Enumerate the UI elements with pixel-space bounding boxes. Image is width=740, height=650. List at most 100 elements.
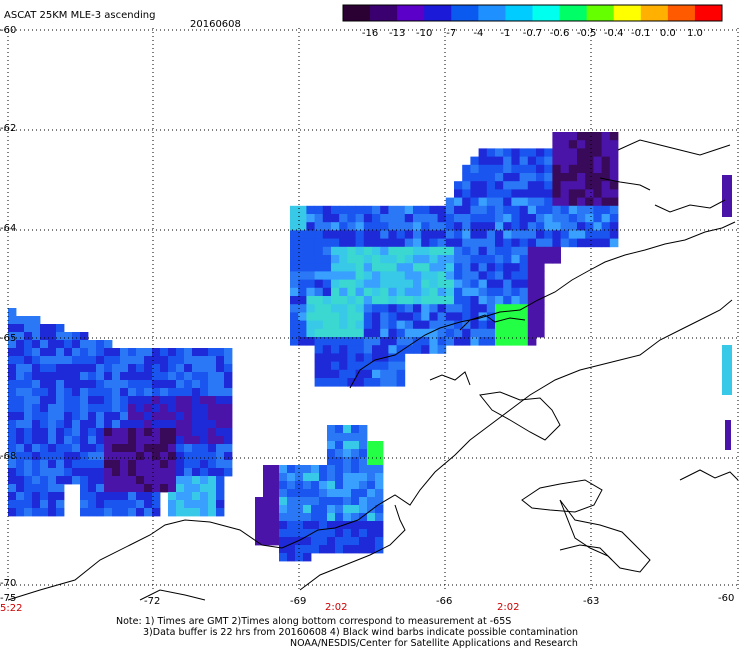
data-cell xyxy=(290,214,299,223)
data-cell xyxy=(495,320,504,330)
data-cell xyxy=(40,332,49,341)
data-cell xyxy=(128,460,137,469)
data-cell xyxy=(560,164,570,174)
data-cell xyxy=(8,412,17,421)
data-cell xyxy=(503,320,512,330)
data-cell xyxy=(32,476,41,485)
data-cell xyxy=(80,404,89,413)
data-cell xyxy=(536,164,545,174)
data-cell xyxy=(112,492,121,501)
data-cell xyxy=(331,205,340,215)
data-cell xyxy=(271,529,280,538)
data-cell xyxy=(388,312,397,321)
data-cell xyxy=(347,246,356,256)
data-cell xyxy=(112,364,121,373)
data-cell xyxy=(396,205,406,215)
data-cell xyxy=(40,452,49,461)
data-cell xyxy=(568,140,578,149)
data-cell xyxy=(577,197,586,207)
data-cell xyxy=(327,537,336,546)
data-cell xyxy=(128,444,137,453)
data-cell xyxy=(413,287,422,297)
data-cell xyxy=(486,296,496,305)
data-cell xyxy=(347,263,356,272)
data-cell xyxy=(24,340,33,349)
data-cell xyxy=(372,304,381,313)
data-cell xyxy=(380,214,389,223)
data-cell xyxy=(351,505,360,514)
data-cell xyxy=(287,505,296,514)
data-cell xyxy=(72,380,81,389)
data-cell xyxy=(96,348,105,357)
data-cell xyxy=(343,497,352,506)
data-cell xyxy=(48,428,57,437)
data-cell xyxy=(56,468,65,477)
data-cell xyxy=(160,444,169,453)
data-cell xyxy=(335,433,344,442)
data-cell xyxy=(335,529,344,538)
data-cell xyxy=(72,468,81,477)
data-cell xyxy=(536,328,545,338)
data-cell xyxy=(152,380,161,389)
data-cell xyxy=(396,238,406,248)
data-cell xyxy=(363,222,373,231)
data-cell xyxy=(184,500,193,509)
data-cell xyxy=(144,484,153,493)
data-cell xyxy=(48,404,57,413)
data-cell xyxy=(144,372,153,381)
data-cell xyxy=(380,378,389,387)
lat-label-64: -64 xyxy=(0,223,17,234)
data-cell xyxy=(421,230,430,239)
data-cell xyxy=(404,296,414,305)
data-cell xyxy=(8,420,17,429)
edge-swath-middle xyxy=(722,345,732,395)
data-cell xyxy=(486,337,496,346)
data-cell xyxy=(470,337,479,346)
data-cell xyxy=(271,497,280,506)
data-cell xyxy=(136,412,145,421)
data-cell xyxy=(56,452,65,461)
data-cell xyxy=(144,404,153,413)
data-cell xyxy=(503,255,512,264)
data-cell xyxy=(478,156,488,166)
data-cell xyxy=(351,425,360,434)
data-cell xyxy=(56,492,65,501)
data-cell xyxy=(112,468,121,477)
data-cell xyxy=(593,230,602,239)
data-cell xyxy=(303,521,312,530)
data-cell xyxy=(585,140,594,149)
data-cell xyxy=(160,452,169,461)
data-cell xyxy=(56,500,65,509)
data-cell xyxy=(347,296,356,305)
data-cell xyxy=(152,460,161,469)
data-cell xyxy=(331,312,340,321)
data-cell xyxy=(511,222,520,231)
data-cell xyxy=(48,420,57,429)
data-cell xyxy=(495,287,504,297)
data-cell xyxy=(184,348,193,357)
data-cell xyxy=(160,356,169,365)
data-cell xyxy=(88,492,97,501)
data-cell xyxy=(519,279,529,289)
data-cell xyxy=(519,148,529,157)
data-cell xyxy=(347,238,356,248)
graticule xyxy=(0,28,739,592)
data-cell xyxy=(351,537,360,546)
data-cell xyxy=(363,328,373,338)
data-cell xyxy=(88,444,97,453)
data-cell xyxy=(120,412,129,421)
data-cell xyxy=(454,189,463,198)
data-cell xyxy=(462,320,471,330)
data-cell xyxy=(560,148,570,157)
data-cell xyxy=(560,156,570,166)
data-cell xyxy=(128,420,137,429)
data-cell xyxy=(32,484,41,493)
data-cell xyxy=(306,287,315,297)
lon-label-72: -72 xyxy=(144,596,161,607)
data-cell xyxy=(355,353,365,362)
data-cell xyxy=(120,500,129,509)
data-cell xyxy=(176,484,185,493)
data-cell xyxy=(48,340,57,349)
data-cell xyxy=(271,521,280,530)
data-cell xyxy=(192,460,201,469)
